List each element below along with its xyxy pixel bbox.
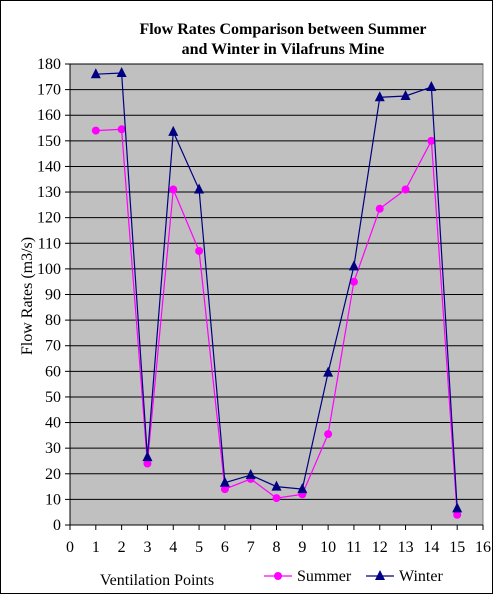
data-point-winter-2 bbox=[116, 66, 127, 77]
data-point-winter-14 bbox=[426, 81, 437, 92]
x-tick-label-14: 14 bbox=[423, 539, 439, 556]
y-tick-label-50: 50 bbox=[45, 389, 61, 406]
x-tick-label-1: 1 bbox=[92, 539, 100, 556]
x-tick-label-7: 7 bbox=[247, 539, 255, 556]
y-tick-label-10: 10 bbox=[45, 491, 61, 508]
x-tick-label-6: 6 bbox=[221, 539, 229, 556]
y-tick-label-70: 70 bbox=[45, 338, 61, 355]
x-tick-label-11: 11 bbox=[346, 539, 361, 556]
x-tick-label-13: 13 bbox=[398, 539, 414, 556]
data-point-summer-1 bbox=[91, 126, 100, 135]
data-point-winter-9 bbox=[297, 483, 308, 494]
plot-area: 0102030405060708090100110120130140150160… bbox=[37, 56, 491, 556]
data-point-winter-11 bbox=[348, 260, 359, 271]
data-point-summer-10 bbox=[324, 430, 333, 439]
legend-label-summer: Summer bbox=[297, 568, 352, 585]
y-tick-label-0: 0 bbox=[53, 517, 61, 534]
data-point-winter-4 bbox=[168, 125, 179, 136]
data-point-summer-11 bbox=[349, 277, 358, 286]
data-point-summer-6 bbox=[220, 485, 229, 494]
data-point-summer-13 bbox=[401, 185, 410, 194]
x-tick-label-3: 3 bbox=[143, 539, 151, 556]
y-tick-label-160: 160 bbox=[37, 107, 61, 124]
y-tick-label-150: 150 bbox=[37, 133, 61, 150]
chart-title-line-2: and Winter in Vilafruns Mine bbox=[182, 41, 385, 58]
y-tick-label-90: 90 bbox=[45, 287, 61, 304]
data-point-summer-3 bbox=[143, 459, 152, 468]
y-tick-label-30: 30 bbox=[45, 440, 61, 457]
data-point-summer-8 bbox=[272, 494, 281, 503]
x-tick-label-8: 8 bbox=[273, 539, 281, 556]
y-axis-label: Flow Rates (m3/s) bbox=[19, 237, 36, 355]
y-tick-label-130: 130 bbox=[37, 184, 61, 201]
x-tick-label-15: 15 bbox=[449, 539, 465, 556]
data-point-summer-4 bbox=[169, 185, 178, 194]
x-tick-label-10: 10 bbox=[320, 539, 336, 556]
data-point-winter-6 bbox=[219, 476, 230, 487]
x-tick-label-16: 16 bbox=[475, 539, 491, 556]
y-tick-label-180: 180 bbox=[37, 56, 61, 73]
y-tick-label-100: 100 bbox=[37, 261, 61, 278]
data-point-winter-7 bbox=[245, 469, 256, 480]
x-tick-label-2: 2 bbox=[118, 539, 126, 556]
y-tick-label-20: 20 bbox=[45, 466, 61, 483]
data-point-winter-13 bbox=[400, 90, 411, 101]
y-tick-label-60: 60 bbox=[45, 363, 61, 380]
data-point-summer-12 bbox=[375, 204, 384, 213]
x-tick-label-9: 9 bbox=[298, 539, 306, 556]
y-tick-label-110: 110 bbox=[38, 235, 61, 252]
data-point-winter-1 bbox=[90, 68, 101, 79]
legend-marker-winter bbox=[375, 570, 385, 580]
data-point-winter-15 bbox=[452, 502, 463, 513]
legend-marker-summer bbox=[274, 572, 282, 580]
x-axis-label: Ventilation Points bbox=[100, 572, 214, 589]
x-tick-label-5: 5 bbox=[195, 539, 203, 556]
data-point-summer-15 bbox=[453, 510, 462, 519]
data-point-summer-5 bbox=[195, 246, 204, 255]
y-tick-label-140: 140 bbox=[37, 158, 61, 175]
data-point-summer-14 bbox=[427, 136, 436, 145]
x-tick-label-0: 0 bbox=[66, 539, 74, 556]
legend-label-winter: Winter bbox=[399, 568, 443, 585]
x-tick-label-4: 4 bbox=[169, 539, 177, 556]
y-tick-label-40: 40 bbox=[45, 415, 61, 432]
y-tick-label-170: 170 bbox=[37, 82, 61, 99]
data-point-winter-10 bbox=[323, 366, 334, 377]
x-tick-label-12: 12 bbox=[372, 539, 388, 556]
legend: Summer Winter bbox=[264, 568, 443, 585]
y-tick-label-80: 80 bbox=[45, 312, 61, 329]
data-point-winter-12 bbox=[374, 91, 385, 102]
data-point-winter-3 bbox=[142, 451, 153, 462]
data-point-winter-8 bbox=[271, 480, 282, 491]
y-tick-label-120: 120 bbox=[37, 210, 61, 227]
data-point-winter-5 bbox=[194, 183, 205, 194]
data-point-summer-2 bbox=[117, 125, 126, 134]
chart-title-line-1: Flow Rates Comparison between Summer bbox=[139, 21, 426, 38]
